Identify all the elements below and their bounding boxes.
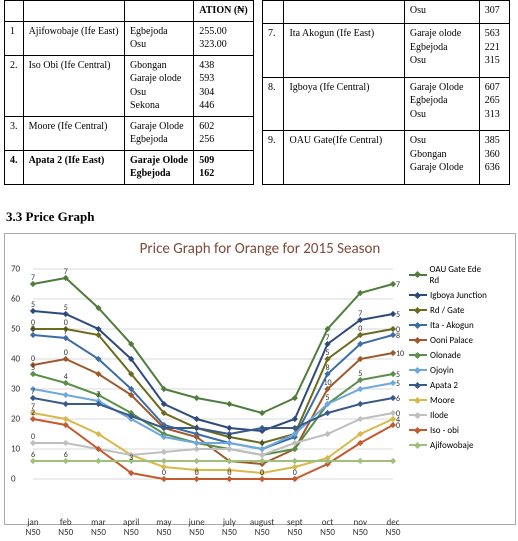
legend-item: Apata 2 [409, 380, 491, 391]
legend-item: Moore [409, 395, 491, 406]
svg-text:7: 7 [31, 387, 35, 397]
chart-title: Price Graph for Orange for 2015 Season [11, 240, 509, 258]
svg-text:0: 0 [195, 468, 199, 478]
legend-item: Olonade [409, 350, 491, 361]
svg-text:0: 0 [31, 432, 35, 442]
svg-text:7: 7 [64, 327, 68, 337]
svg-text:7: 7 [326, 333, 330, 343]
svg-text:7: 7 [64, 267, 68, 277]
left-table: ATION (₦)1Ajifowobaje (Ife East)Egbejoda… [4, 0, 254, 185]
svg-text:0: 0 [227, 468, 231, 478]
svg-text:3: 3 [129, 453, 133, 463]
legend-item: Ooni Palace [409, 335, 491, 346]
legend-item: Ita - Akogun [409, 320, 491, 331]
svg-text:8: 8 [326, 363, 330, 373]
svg-text:10: 10 [396, 349, 404, 359]
svg-text:4: 4 [64, 372, 68, 382]
svg-text:7: 7 [396, 280, 400, 290]
legend-item: Rd / Gate [409, 305, 491, 316]
svg-text:6: 6 [260, 438, 264, 448]
svg-text:0: 0 [396, 421, 400, 431]
svg-text:0: 0 [162, 468, 166, 478]
svg-text:5: 5 [396, 379, 400, 389]
chart-plot: 7508105564007755008700547772066300000666… [11, 264, 405, 514]
price-chart: Price Graph for Orange for 2015 Season 7… [4, 233, 516, 525]
svg-text:8: 8 [396, 331, 400, 341]
svg-text:5: 5 [326, 393, 330, 403]
legend-item: Iso - obi [409, 425, 491, 436]
svg-text:5: 5 [326, 348, 330, 358]
legend-item: Ilode [409, 410, 491, 421]
legend-item: OAU Gate Ede Rd [409, 264, 491, 286]
svg-text:5: 5 [31, 300, 35, 310]
svg-text:0: 0 [396, 409, 400, 419]
svg-text:7: 7 [358, 309, 362, 319]
tables-row: ATION (₦)1Ajifowobaje (Ife East)Egbejoda… [0, 0, 518, 185]
svg-text:2: 2 [31, 408, 35, 418]
svg-text:6: 6 [64, 450, 68, 460]
svg-text:0: 0 [260, 468, 264, 478]
svg-text:5: 5 [64, 303, 68, 313]
svg-text:6: 6 [31, 450, 35, 460]
svg-text:7: 7 [96, 390, 100, 400]
svg-text:10: 10 [323, 378, 331, 388]
legend-item: Igboya Junction [409, 290, 491, 301]
svg-text:5: 5 [358, 369, 362, 379]
legend-item: Ajifowobaje [409, 440, 491, 451]
svg-text:0: 0 [64, 348, 68, 358]
svg-text:6: 6 [396, 394, 400, 404]
legend-item: Ojoyin [409, 365, 491, 376]
chart-legend: OAU Gate Ede Rd Igboya Junction Rd / Gate I… [409, 264, 491, 514]
svg-text:8: 8 [31, 324, 35, 334]
svg-text:7: 7 [31, 273, 35, 283]
svg-text:5: 5 [396, 310, 400, 320]
svg-text:5: 5 [31, 363, 35, 373]
svg-text:0: 0 [358, 324, 362, 334]
right-table: Osu3077.Ita Akogun (Ife East)Garaje olod… [262, 0, 510, 185]
svg-text:6: 6 [195, 423, 199, 433]
svg-text:0: 0 [293, 468, 297, 478]
section-title: 3.3 Price Graph [6, 209, 518, 225]
svg-text:6: 6 [227, 432, 231, 442]
